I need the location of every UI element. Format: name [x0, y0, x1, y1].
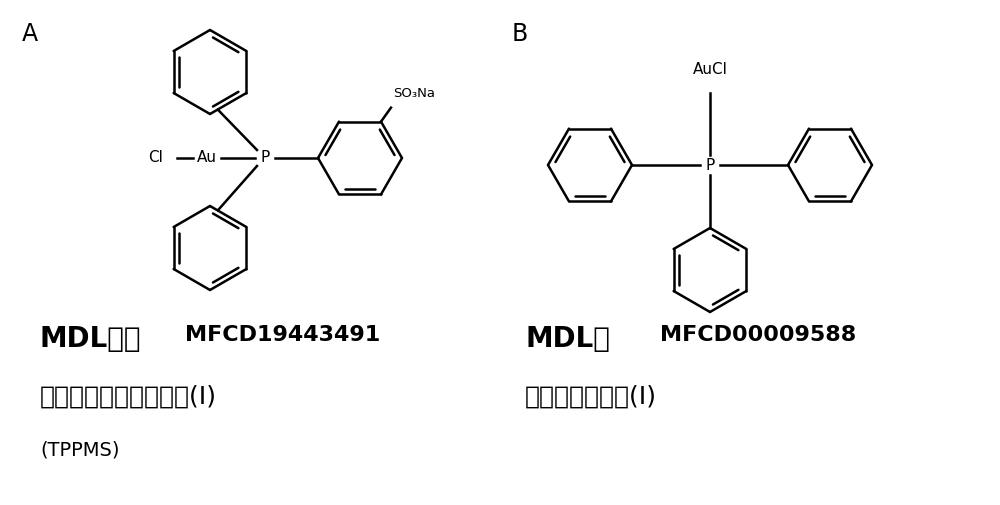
Text: P: P	[705, 158, 715, 173]
Text: MDL号: MDL号	[525, 325, 610, 353]
Text: 单磺化三苯基膋氯化金(I): 单磺化三苯基膋氯化金(I)	[40, 385, 217, 409]
Text: SO₃Na: SO₃Na	[393, 87, 435, 99]
Text: P: P	[260, 150, 270, 166]
Text: Au: Au	[197, 150, 217, 166]
Text: MFCD19443491: MFCD19443491	[185, 325, 380, 345]
Text: B: B	[512, 22, 528, 46]
Text: Cl: Cl	[148, 150, 163, 166]
Text: MDL号：: MDL号：	[40, 325, 142, 353]
Text: A: A	[22, 22, 38, 46]
Text: (TPPMS): (TPPMS)	[40, 440, 120, 459]
Text: MFCD00009588: MFCD00009588	[660, 325, 856, 345]
Text: AuCl: AuCl	[693, 62, 727, 77]
Text: 三苯基膋氯化金(I): 三苯基膋氯化金(I)	[525, 385, 657, 409]
